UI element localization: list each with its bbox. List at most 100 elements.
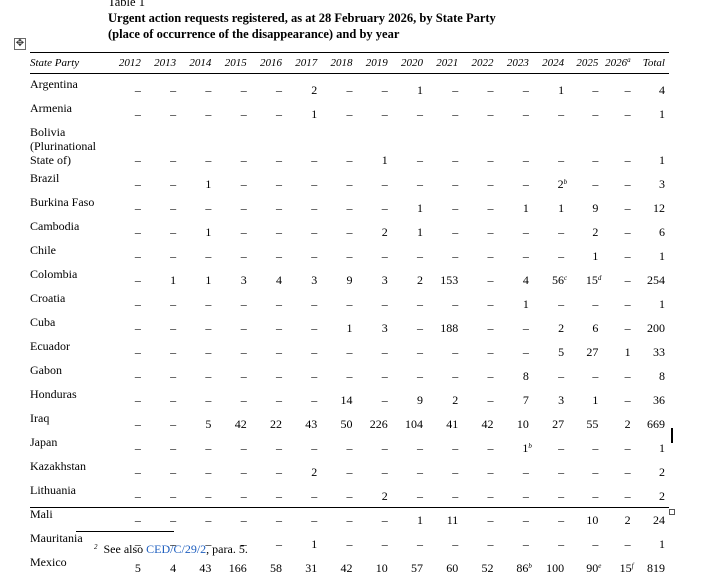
value-cell: 1 bbox=[286, 528, 321, 552]
value-cell: – bbox=[286, 336, 321, 360]
column-header-2019: 2019 bbox=[356, 52, 391, 74]
value-cell: – bbox=[215, 122, 250, 168]
value-cell: – bbox=[109, 98, 145, 122]
cell-value: – bbox=[417, 297, 424, 311]
table-row: Kazakhstan – – – – – 2 – – – – – – – – – 2 bbox=[30, 456, 669, 480]
table-number: Table 1 bbox=[108, 0, 145, 9]
value-cell: – bbox=[602, 432, 634, 456]
cell-value: – bbox=[487, 369, 494, 383]
cell-value: – bbox=[558, 225, 565, 239]
cell-value: 4 bbox=[170, 561, 177, 575]
cell-value: – bbox=[346, 107, 353, 121]
cell-value: – bbox=[311, 489, 318, 503]
state-party-name: Iraq bbox=[30, 411, 50, 425]
value-cell: – bbox=[462, 504, 497, 528]
value-cell: – bbox=[392, 432, 427, 456]
cell-value: 6 bbox=[592, 321, 599, 335]
state-party-name-line: (Plurinational bbox=[30, 139, 96, 153]
cell-value: 1 bbox=[558, 83, 565, 97]
cell-value: – bbox=[381, 345, 388, 359]
value-cell: – bbox=[180, 336, 215, 360]
value-cell: 1 bbox=[180, 216, 215, 240]
cell-value: – bbox=[522, 177, 529, 191]
value-cell: 1 bbox=[602, 336, 634, 360]
cell-value: 1 bbox=[659, 153, 665, 167]
cell-value: – bbox=[487, 489, 494, 503]
value-cell: – bbox=[145, 216, 180, 240]
cell-value: – bbox=[592, 297, 599, 311]
cell-value: 254 bbox=[647, 273, 665, 287]
value-cell: 58 bbox=[251, 552, 286, 576]
value-cell: – bbox=[498, 312, 533, 336]
column-header-2018: 2018 bbox=[321, 52, 356, 74]
table-bottom-rule bbox=[30, 507, 669, 508]
value-cell: – bbox=[533, 98, 568, 122]
cell-value: 3 bbox=[311, 273, 318, 287]
cell-value: – bbox=[452, 153, 459, 167]
value-cell: – bbox=[498, 216, 533, 240]
cell-value: – bbox=[170, 441, 177, 455]
cell-value: – bbox=[240, 83, 247, 97]
footnote-link[interactable]: CED/C/29/2 bbox=[146, 542, 207, 556]
value-cell: – bbox=[109, 408, 145, 432]
cell-value: – bbox=[275, 369, 282, 383]
cell-value: – bbox=[205, 321, 212, 335]
cell-value: – bbox=[624, 321, 631, 335]
cell-value: – bbox=[487, 513, 494, 527]
total-cell: 6 bbox=[635, 216, 669, 240]
cell-value: – bbox=[592, 489, 599, 503]
cell-value: – bbox=[275, 177, 282, 191]
cell-value: 12 bbox=[653, 201, 665, 215]
value-cell: 3 bbox=[533, 384, 568, 408]
table-resize-handle[interactable] bbox=[669, 509, 675, 515]
cell-value: – bbox=[170, 369, 177, 383]
cell-value: 2 bbox=[311, 83, 318, 97]
cell-value: 100 bbox=[546, 561, 565, 575]
value-cell: – bbox=[602, 384, 634, 408]
cell-value: – bbox=[275, 153, 282, 167]
column-header-2020: 2020 bbox=[392, 52, 427, 74]
value-cell: – bbox=[602, 312, 634, 336]
cell-value: – bbox=[311, 369, 318, 383]
cell-value: – bbox=[522, 107, 529, 121]
value-cell: – bbox=[109, 288, 145, 312]
cell-value: – bbox=[452, 225, 459, 239]
total-cell: 4 bbox=[635, 74, 669, 98]
value-cell: – bbox=[356, 288, 391, 312]
column-header-2015: 2015 bbox=[215, 52, 250, 74]
cell-value: – bbox=[134, 369, 141, 383]
value-cell: – bbox=[392, 122, 427, 168]
cell-value: – bbox=[487, 393, 494, 407]
value-cell: – bbox=[180, 74, 215, 98]
cell-value: – bbox=[522, 153, 529, 167]
cell-value: – bbox=[275, 225, 282, 239]
value-cell: – bbox=[321, 336, 356, 360]
value-cell: – bbox=[321, 240, 356, 264]
cell-value: – bbox=[240, 441, 247, 455]
column-header-label: 2016 bbox=[259, 57, 282, 69]
column-header-2016: 2016 bbox=[251, 52, 286, 74]
cell-value: – bbox=[381, 297, 388, 311]
cell-value: – bbox=[558, 297, 565, 311]
value-cell: 90e bbox=[568, 552, 602, 576]
value-cell: – bbox=[321, 432, 356, 456]
value-cell: – bbox=[180, 360, 215, 384]
value-cell: – bbox=[145, 408, 180, 432]
cell-value: – bbox=[134, 83, 141, 97]
value-cell: 4 bbox=[498, 264, 533, 288]
cell-value: – bbox=[487, 297, 494, 311]
cell-value: 3 bbox=[381, 273, 388, 287]
value-cell: – bbox=[602, 288, 634, 312]
value-cell: 9 bbox=[392, 384, 427, 408]
cell-value: – bbox=[205, 201, 212, 215]
table-row: Ecuador – – – – – – – – – – – – 5 27 1 33 bbox=[30, 336, 669, 360]
move-arrows-icon[interactable]: ✥ bbox=[14, 38, 26, 50]
cell-value: 24 bbox=[653, 513, 665, 527]
value-cell: 8 bbox=[498, 360, 533, 384]
value-cell: – bbox=[533, 360, 568, 384]
total-cell: 2 bbox=[635, 456, 669, 480]
value-cell: – bbox=[568, 456, 602, 480]
cell-value: – bbox=[417, 177, 424, 191]
value-cell: – bbox=[462, 264, 497, 288]
cell-value: – bbox=[417, 249, 424, 263]
